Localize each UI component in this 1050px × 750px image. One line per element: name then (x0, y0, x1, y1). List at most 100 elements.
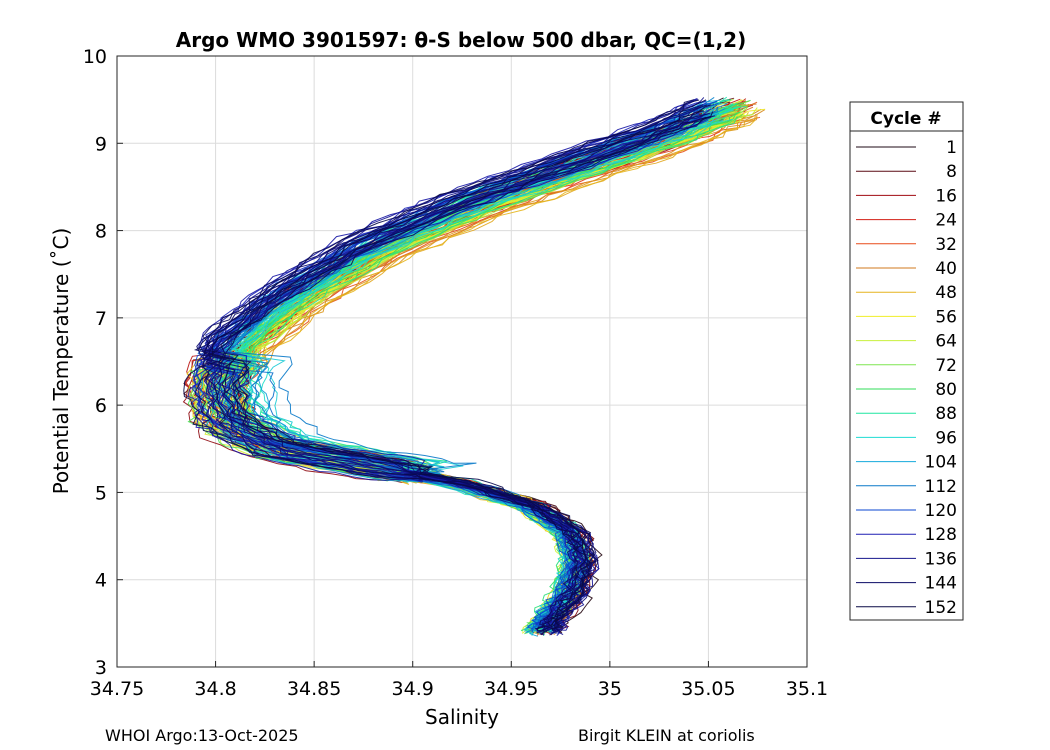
legend-box (849, 101, 964, 621)
profile-line (207, 108, 712, 633)
legend-label: 88 (935, 404, 957, 424)
legend-label: 48 (935, 283, 957, 303)
profile-line (219, 102, 723, 630)
profile-line (212, 101, 717, 629)
profile-line (184, 104, 752, 632)
legend-label: 104 (925, 453, 957, 473)
profile-line (201, 98, 699, 630)
profile-line (222, 102, 721, 630)
profile-line (220, 103, 736, 630)
profile-line (194, 116, 712, 637)
y-axis-label: Potential Temperature (˚C) (49, 228, 73, 495)
y-tick-label: 7 (95, 308, 107, 330)
profile-line (206, 101, 718, 632)
profile-line (199, 100, 746, 630)
profile-line (212, 105, 716, 630)
chart-title: Argo WMO 3901597: θ-S below 500 dbar, QC… (176, 28, 746, 52)
legend: Cycle # 1 8 16 24 32 40 48 56 64 72 80 88 96 104 112 12… (849, 101, 964, 621)
profile-line (183, 111, 714, 632)
profile-line (214, 99, 721, 631)
legend-label: 8 (946, 162, 957, 182)
y-tick-label: 3 (95, 657, 107, 679)
profile-line (200, 106, 702, 632)
legend-label: 152 (925, 598, 957, 618)
profile-line (204, 101, 743, 631)
profile-line (209, 97, 724, 628)
legend-label: 24 (935, 211, 957, 231)
profile-line (230, 99, 730, 628)
axis-ticks: 34.75 34.8 34.85 34.9 34.95 35 35.05 35.1 3 4 5 6 7 8… (83, 46, 828, 700)
profile-line (204, 106, 702, 632)
x-tick-label: 34.75 (90, 678, 144, 700)
profile-lines (182, 96, 766, 637)
footer-operator: Birgit KLEIN at coriolis (578, 726, 755, 745)
profile-line (191, 102, 707, 630)
profile-line (199, 102, 730, 631)
y-tick-label: 10 (83, 46, 107, 68)
profile-line (227, 101, 731, 629)
profile-line (206, 100, 747, 630)
profile-line (226, 96, 728, 629)
x-tick-label: 35.05 (681, 678, 735, 700)
profile-line (197, 97, 698, 631)
profile-line (206, 116, 703, 636)
profile-line (207, 104, 708, 632)
profile-line (204, 112, 711, 634)
x-axis-label: Salinity (425, 705, 499, 729)
legend-label: 72 (935, 356, 957, 376)
profile-line (203, 99, 707, 629)
legend-label: 56 (935, 307, 957, 327)
y-tick-label: 6 (95, 395, 107, 417)
footer-credit: WHOI Argo:13-Oct-2025 (105, 726, 299, 745)
x-tick-label: 34.95 (484, 678, 538, 700)
profile-line (216, 116, 716, 635)
profile-line (197, 101, 741, 630)
profile-line (221, 99, 732, 629)
legend-label: 1 (946, 138, 957, 158)
profile-line (187, 105, 739, 632)
profile-line (186, 100, 750, 630)
y-tick-label: 5 (95, 482, 107, 504)
profile-line (211, 104, 711, 630)
legend-label: 128 (925, 525, 957, 545)
profile-line-group (182, 96, 766, 637)
profile-line (203, 117, 701, 635)
profile-line (211, 97, 705, 629)
profile-line (214, 115, 716, 633)
legend-label: 120 (925, 501, 957, 521)
legend-label: 32 (935, 235, 957, 255)
x-tick-label: 35 (598, 678, 622, 700)
profile-line (213, 104, 742, 631)
profile-line (216, 108, 762, 633)
y-tick-label: 9 (95, 133, 107, 155)
profile-line (198, 99, 700, 630)
profile-line (192, 100, 718, 631)
x-tick-label: 34.9 (392, 678, 434, 700)
legend-label: 144 (925, 574, 957, 594)
legend-label: 80 (935, 380, 957, 400)
profile-line (198, 105, 733, 630)
legend-label: 136 (925, 549, 957, 569)
profile-line (211, 116, 722, 635)
profile-line (211, 109, 742, 633)
legend-label: 40 (935, 259, 957, 279)
profile-line (193, 99, 695, 630)
legend-label: 112 (925, 477, 957, 497)
profile-line (191, 104, 740, 632)
legend-label: 64 (935, 332, 957, 352)
profile-line (216, 111, 728, 632)
y-tick-label: 4 (95, 570, 107, 592)
profile-line (212, 104, 712, 632)
legend-label: 96 (935, 428, 957, 448)
legend-entries: 1 8 16 24 32 40 48 56 64 72 80 88 96 104 112 120 128 136 1… (856, 138, 957, 618)
profile-line (192, 102, 719, 632)
x-tick-label: 34.8 (194, 678, 236, 700)
profile-line (200, 116, 707, 635)
profile-line (223, 97, 735, 628)
y-tick-label: 8 (95, 221, 107, 243)
profile-line (213, 102, 714, 630)
profile-line (197, 99, 745, 631)
legend-label: 16 (935, 186, 957, 206)
profile-line (233, 98, 741, 630)
